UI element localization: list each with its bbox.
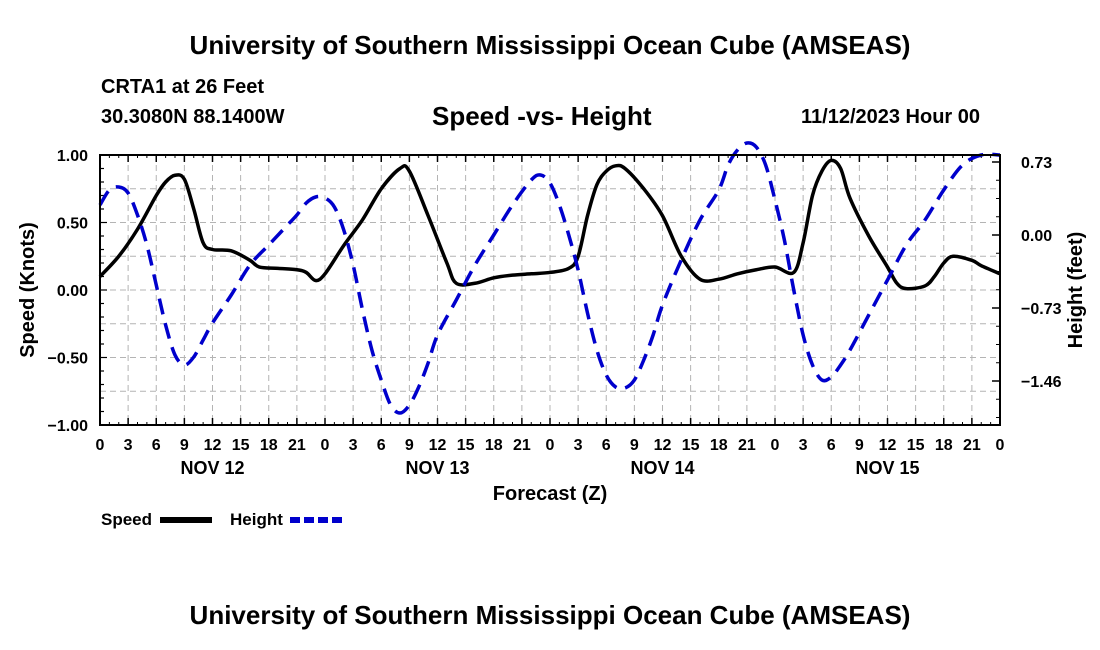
- x-tick-label: 15: [457, 437, 475, 454]
- x-tick-label: 15: [907, 437, 925, 454]
- x-tick-label: 6: [152, 437, 161, 454]
- y-tick-label: −1.00: [48, 418, 89, 435]
- x-tick-label: 3: [124, 437, 133, 454]
- x-tick-label: 12: [429, 437, 447, 454]
- y-tick-label: 1.00: [57, 148, 88, 165]
- y-tick-label: 0.50: [57, 216, 88, 233]
- x-tick-label: 3: [349, 437, 358, 454]
- x-tick-label: 21: [513, 437, 531, 454]
- x-tick-label: 15: [682, 437, 700, 454]
- date-label: NOV 13: [405, 458, 469, 478]
- x-tick-label: 15: [232, 437, 250, 454]
- y-tick-label: −0.50: [48, 351, 89, 368]
- x-tick-label: 18: [935, 437, 953, 454]
- station-coordinates: 30.3080N 88.1400W: [101, 106, 285, 128]
- y-tick-label: 0.00: [57, 283, 88, 300]
- x-tick-label: 6: [602, 437, 611, 454]
- x-tick-label: 12: [654, 437, 672, 454]
- date-label: NOV 14: [630, 458, 694, 478]
- y-axis-title: Speed (Knots): [17, 222, 39, 358]
- x-axis-title: Forecast (Z): [493, 483, 607, 505]
- chart-title: Speed -vs- Height: [432, 101, 652, 131]
- date-label: NOV 15: [855, 458, 919, 478]
- series: [98, 141, 1001, 415]
- footer-title: University of Southern Mississippi Ocean…: [189, 600, 911, 630]
- x-tick-label: 21: [288, 437, 306, 454]
- x-tick-label: 6: [377, 437, 386, 454]
- legend: Speed Height: [101, 510, 342, 529]
- page-title: University of Southern Mississippi Ocean…: [189, 30, 911, 60]
- legend-label-height: Height: [230, 510, 283, 529]
- forecast-datetime: 11/12/2023 Hour 00: [801, 106, 981, 128]
- x-tick-label: 18: [260, 437, 278, 454]
- plot-frame: [99, 154, 1001, 426]
- x-tick-label: 0: [771, 437, 780, 454]
- legend-label-speed: Speed: [101, 510, 152, 529]
- height-series-line: [98, 141, 1001, 415]
- speed-series-line: [98, 158, 1001, 291]
- x-tick-label: 18: [710, 437, 728, 454]
- x-tick-label: 9: [405, 437, 414, 454]
- x-tick-label: 3: [574, 437, 583, 454]
- x-tick-label: 3: [799, 437, 808, 454]
- axis-labels: 0 3 6 9 12 15 18 21 0 3 6 9 12 15 18 21 0 3 6 9 12 15 18 21 0 3 6 9…: [48, 148, 1062, 478]
- x-tick-label: 9: [180, 437, 189, 454]
- y2-tick-label: 0.73: [1021, 155, 1052, 172]
- x-tick-label: 21: [963, 437, 981, 454]
- x-tick-label: 0: [996, 437, 1005, 454]
- date-label: NOV 12: [180, 458, 244, 478]
- x-tick-label: 0: [96, 437, 105, 454]
- x-tick-label: 0: [546, 437, 555, 454]
- y2-tick-label: 0.00: [1021, 228, 1052, 245]
- x-tick-label: 0: [321, 437, 330, 454]
- grid: [100, 155, 1000, 425]
- x-tick-label: 9: [630, 437, 639, 454]
- x-tick-label: 9: [855, 437, 864, 454]
- x-tick-label: 12: [204, 437, 222, 454]
- y2-axis-title: Height (feet): [1065, 232, 1087, 349]
- x-tick-label: 6: [827, 437, 836, 454]
- x-tick-label: 12: [879, 437, 897, 454]
- x-tick-label: 21: [738, 437, 756, 454]
- station-label: CRTA1 at 26 Feet: [101, 76, 265, 98]
- y2-tick-label: −0.73: [1021, 301, 1062, 318]
- y2-tick-label: −1.46: [1021, 374, 1062, 391]
- x-tick-label: 18: [485, 437, 503, 454]
